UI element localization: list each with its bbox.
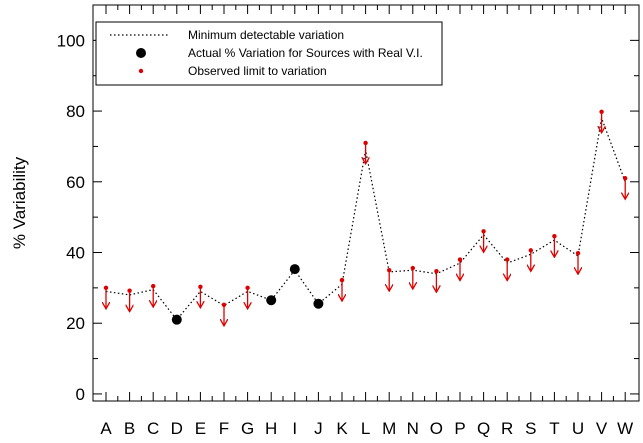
x-tick-label-t: T bbox=[549, 419, 559, 438]
x-tick-label-l: L bbox=[361, 419, 370, 438]
legend-box bbox=[95, 21, 443, 86]
observed-limit-point-k bbox=[339, 277, 345, 283]
observed-limit-point-n bbox=[410, 265, 415, 271]
x-tick-label-i: I bbox=[292, 419, 297, 438]
actual-variation-point-i bbox=[289, 264, 300, 275]
legend-entry-minimum: Minimum detectable variation bbox=[188, 28, 344, 42]
observed-limit-point-w bbox=[623, 176, 628, 181]
observed-limit-point-l bbox=[363, 140, 368, 146]
observed-limit-point-s bbox=[528, 248, 533, 253]
legend-small-dot-symbol bbox=[138, 68, 144, 74]
x-tick-label-p: P bbox=[454, 419, 465, 438]
x-tick-label-m: M bbox=[382, 419, 396, 438]
actual-variation-point-d bbox=[171, 314, 182, 325]
y-axis-label: % Variability bbox=[10, 156, 29, 249]
y-tick-label: 0 bbox=[76, 385, 85, 404]
observed-limit-point-c bbox=[151, 283, 156, 289]
x-tick-label-g: G bbox=[241, 419, 254, 438]
actual-variation-point-j bbox=[313, 298, 324, 309]
x-tick-label-j: J bbox=[314, 419, 323, 438]
x-tick-label-c: C bbox=[147, 419, 159, 438]
legend-large-dot-symbol bbox=[136, 48, 146, 58]
observed-limit-point-o bbox=[434, 269, 439, 274]
observed-limit-point-e bbox=[198, 284, 203, 289]
observed-limit-point-q bbox=[481, 229, 486, 234]
x-tick-label-s: S bbox=[525, 419, 536, 438]
legend: Minimum detectable variation Actual % Va… bbox=[95, 21, 443, 86]
x-tick-label-f: F bbox=[219, 419, 229, 438]
y-tick-label: 60 bbox=[66, 173, 85, 192]
x-tick-label-e: E bbox=[195, 419, 206, 438]
x-tick-label-r: R bbox=[501, 419, 513, 438]
y-tick-label: 80 bbox=[66, 102, 85, 121]
legend-entry-actual: Actual % Variation for Sources with Real… bbox=[188, 46, 423, 60]
x-tick-label-d: D bbox=[171, 419, 183, 438]
observed-limit-point-t bbox=[552, 234, 557, 239]
observed-limit-point-f bbox=[221, 302, 227, 308]
series-layer bbox=[103, 109, 628, 326]
x-tick-label-q: Q bbox=[477, 419, 490, 438]
observed-limit-point-b bbox=[127, 288, 132, 293]
x-tick-label-v: V bbox=[596, 419, 608, 438]
y-axis: 0 20 40 60 80 100 bbox=[57, 4, 639, 404]
observed-limit-point-r bbox=[505, 257, 510, 262]
observed-limit-point-g bbox=[245, 285, 250, 291]
x-tick-label-h: H bbox=[265, 419, 277, 438]
y-tick-label: 40 bbox=[66, 244, 85, 263]
y-tick-label: 100 bbox=[57, 31, 85, 50]
actual-variation-point-h bbox=[266, 295, 277, 306]
x-tick-label-k: K bbox=[336, 419, 348, 438]
legend-entry-observed: Observed limit to variation bbox=[188, 64, 327, 78]
x-tick-label-o: O bbox=[430, 419, 443, 438]
x-tick-label-b: B bbox=[124, 419, 135, 438]
observed-limit-point-a bbox=[103, 285, 109, 291]
observed-limit-point-u bbox=[575, 251, 581, 256]
x-tick-label-w: W bbox=[617, 419, 633, 438]
x-tick-label-n: N bbox=[407, 419, 419, 438]
y-tick-label: 20 bbox=[66, 314, 85, 333]
observed-limit-point-m bbox=[387, 267, 392, 273]
observed-limit-point-v bbox=[599, 109, 604, 114]
x-tick-label-a: A bbox=[100, 419, 112, 438]
x-tick-label-u: U bbox=[572, 419, 584, 438]
observed-limit-point-p bbox=[457, 257, 463, 262]
